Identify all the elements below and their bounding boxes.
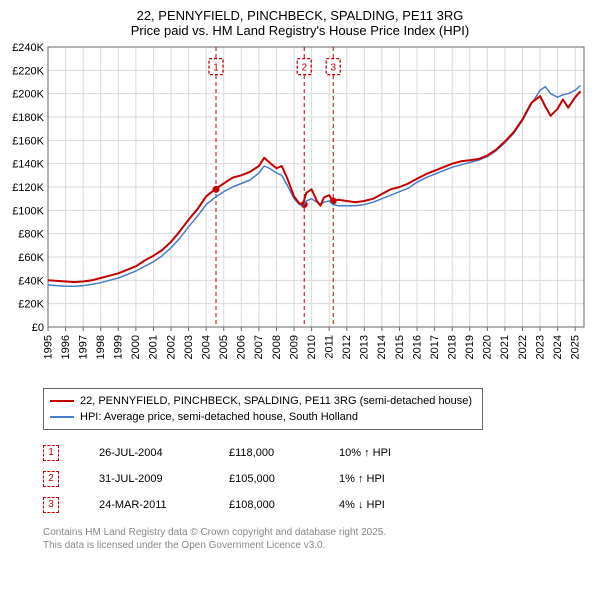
marker-badge-number: 3 xyxy=(330,63,336,74)
transactions-table: 1 26-JUL-2004£118,00010% ↑ HPI 2 31-JUL-200… xyxy=(43,440,592,518)
transaction-date: 31-JUL-2009 xyxy=(99,466,229,492)
marker-badge-number: 1 xyxy=(213,63,219,74)
transaction-date: 24-MAR-2011 xyxy=(99,492,229,518)
y-tick-label: £140K xyxy=(12,159,44,171)
attribution-line2: This data is licensed under the Open Gov… xyxy=(43,539,592,552)
y-tick-label: £240K xyxy=(12,42,44,54)
x-tick-label: 2010 xyxy=(306,335,318,359)
legend-item: 22, PENNYFIELD, PINCHBECK, SPALDING, PE1… xyxy=(50,393,476,409)
x-tick-label: 2008 xyxy=(271,335,283,359)
x-tick-label: 2007 xyxy=(253,335,265,359)
legend-label: 22, PENNYFIELD, PINCHBECK, SPALDING, PE1… xyxy=(80,393,472,409)
transaction-marker: 1 xyxy=(43,445,59,461)
x-tick-label: 2024 xyxy=(552,335,564,359)
x-tick-label: 2014 xyxy=(376,335,388,359)
y-tick-label: £20K xyxy=(18,299,44,311)
transaction-price: £118,000 xyxy=(229,440,339,466)
chart-title-subtitle: Price paid vs. HM Land Registry's House … xyxy=(8,23,592,38)
transaction-delta: 4% ↓ HPI xyxy=(339,492,449,518)
y-tick-label: £40K xyxy=(18,275,44,287)
attribution: Contains HM Land Registry data © Crown c… xyxy=(43,526,592,552)
y-tick-label: £100K xyxy=(12,205,44,217)
x-tick-label: 2025 xyxy=(570,335,582,359)
legend-item: HPI: Average price, semi-detached house,… xyxy=(50,409,476,425)
y-tick-label: £160K xyxy=(12,135,44,147)
transaction-marker: 2 xyxy=(43,471,59,487)
x-tick-label: 2017 xyxy=(429,335,441,359)
x-tick-label: 2009 xyxy=(288,335,300,359)
x-tick-label: 2022 xyxy=(517,335,529,359)
transaction-price: £105,000 xyxy=(229,466,339,492)
series-hpi xyxy=(48,86,581,287)
x-tick-label: 2013 xyxy=(359,335,371,359)
x-tick-label: 2021 xyxy=(499,335,511,359)
x-tick-label: 1995 xyxy=(42,335,54,359)
marker-badge-number: 2 xyxy=(301,63,307,74)
x-tick-label: 2002 xyxy=(165,335,177,359)
x-tick-label: 1996 xyxy=(60,335,72,359)
y-tick-label: £220K xyxy=(12,65,44,77)
transaction-row: 2 31-JUL-2009£105,0001% ↑ HPI xyxy=(43,466,592,492)
chart-svg: £0 £20K £40K £60K £80K £100K £120K £140K £160K £1… xyxy=(8,42,592,382)
x-tick-label: 2020 xyxy=(482,335,494,359)
x-tick-label: 2016 xyxy=(411,335,423,359)
x-tick-label: 2006 xyxy=(236,335,248,359)
legend-swatch xyxy=(50,416,74,418)
transaction-marker: 3 xyxy=(43,497,59,513)
x-tick-label: 2011 xyxy=(323,335,335,359)
y-tick-label: £80K xyxy=(18,229,44,241)
legend-label: HPI: Average price, semi-detached house,… xyxy=(80,409,358,425)
y-tick-label: £180K xyxy=(12,112,44,124)
transaction-delta: 1% ↑ HPI xyxy=(339,466,449,492)
x-tick-label: 1998 xyxy=(95,335,107,359)
x-tick-label: 2000 xyxy=(130,335,142,359)
x-tick-label: 2012 xyxy=(341,335,353,359)
transaction-delta: 10% ↑ HPI xyxy=(339,440,449,466)
y-tick-label: £0 xyxy=(32,322,44,334)
transaction-row: 3 24-MAR-2011£108,0004% ↓ HPI xyxy=(43,492,592,518)
x-tick-label: 1999 xyxy=(113,335,125,359)
y-tick-label: £120K xyxy=(12,182,44,194)
x-tick-label: 2019 xyxy=(464,335,476,359)
x-tick-label: 2023 xyxy=(534,335,546,359)
legend-swatch xyxy=(50,400,74,402)
x-tick-label: 2004 xyxy=(200,335,212,359)
x-tick-label: 2005 xyxy=(218,335,230,359)
chart-title-address: 22, PENNYFIELD, PINCHBECK, SPALDING, PE1… xyxy=(8,8,592,23)
transaction-row: 1 26-JUL-2004£118,00010% ↑ HPI xyxy=(43,440,592,466)
y-tick-label: £60K xyxy=(18,252,44,264)
line-chart: £0 £20K £40K £60K £80K £100K £120K £140K £160K £1… xyxy=(8,42,592,382)
transaction-date: 26-JUL-2004 xyxy=(99,440,229,466)
x-tick-label: 2018 xyxy=(446,335,458,359)
transaction-price: £108,000 xyxy=(229,492,339,518)
x-tick-label: 2015 xyxy=(394,335,406,359)
chart-title-block: 22, PENNYFIELD, PINCHBECK, SPALDING, PE1… xyxy=(8,8,592,38)
x-tick-label: 2001 xyxy=(148,335,160,359)
attribution-line1: Contains HM Land Registry data © Crown c… xyxy=(43,526,592,539)
x-tick-label: 1997 xyxy=(77,335,89,359)
x-tick-label: 2003 xyxy=(183,335,195,359)
y-tick-label: £200K xyxy=(12,89,44,101)
legend: 22, PENNYFIELD, PINCHBECK, SPALDING, PE1… xyxy=(43,388,483,430)
